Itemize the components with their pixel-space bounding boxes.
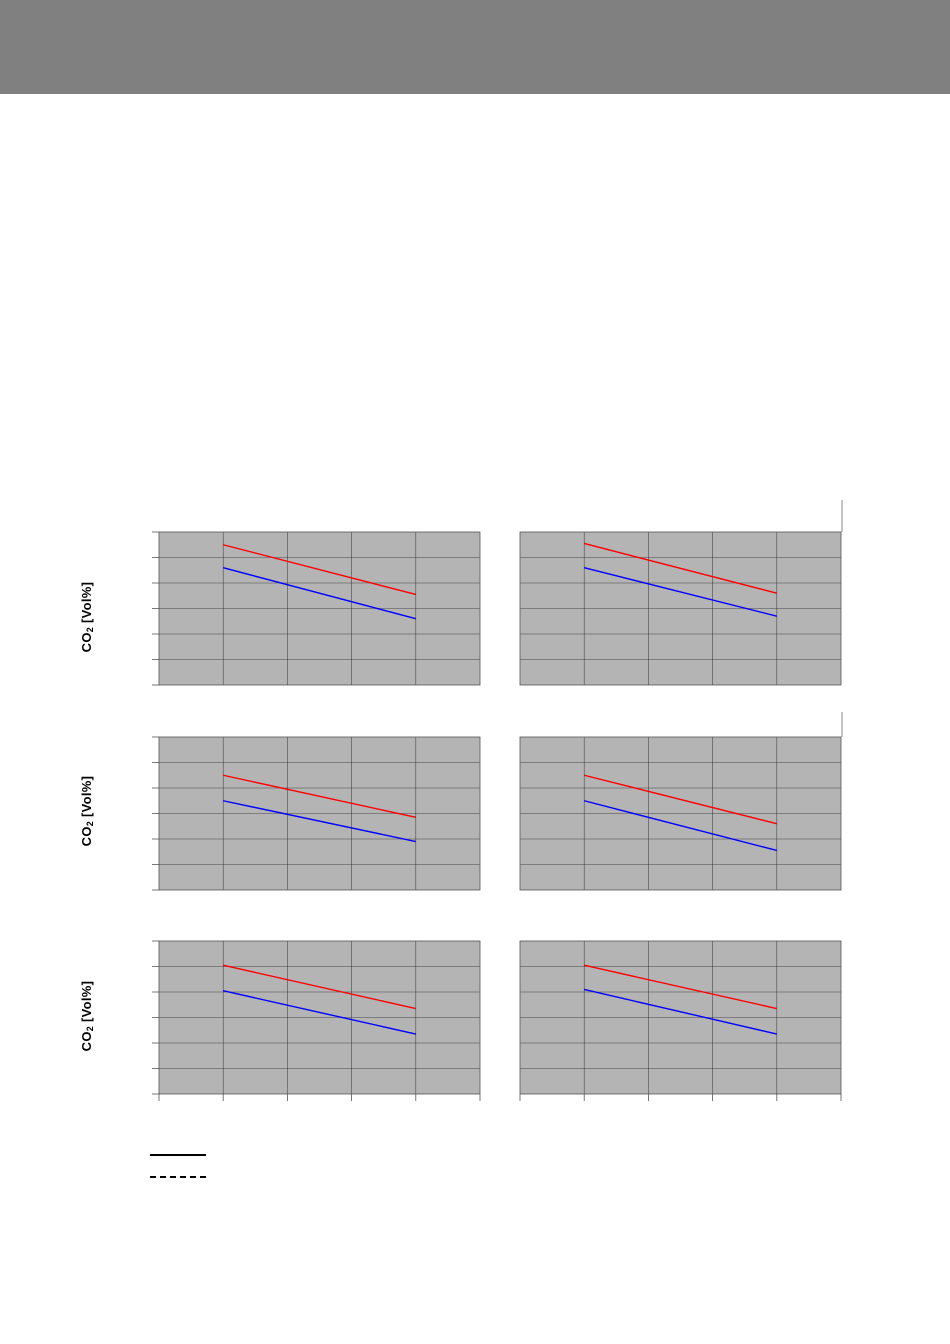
chart-2-frame [519, 531, 842, 686]
chart-6-frame [519, 940, 842, 1095]
legend-solid-line [150, 1154, 206, 1156]
chart-1-series-red-line [223, 544, 416, 596]
chart-6-series-blue-line [584, 988, 777, 1035]
chart-5-series-blue-line [223, 990, 416, 1035]
chart-3-series-blue-line [223, 800, 416, 843]
chart-6-series-red-line [584, 964, 777, 1010]
y-axis-label-row-1: CO2 [Vol%] [79, 581, 95, 653]
y-axis-label-row-2: CO2 [Vol%] [79, 775, 95, 847]
y-axis-label-row-3: CO2 [Vol%] [79, 980, 95, 1052]
chart-4-series-red-line [584, 774, 777, 825]
chart-4-series-blue-line [584, 800, 777, 852]
chart-2-series-blue-line [584, 567, 777, 617]
legend-dashed-line [150, 1176, 206, 1178]
header-bar [0, 0, 950, 94]
chart-4-frame [519, 736, 842, 891]
chart-5-series-red-line [223, 964, 416, 1010]
chart-2-series-red-line [584, 542, 777, 594]
chart-3-series-red-line [223, 774, 416, 819]
chart-1-series-blue-line [223, 567, 416, 620]
